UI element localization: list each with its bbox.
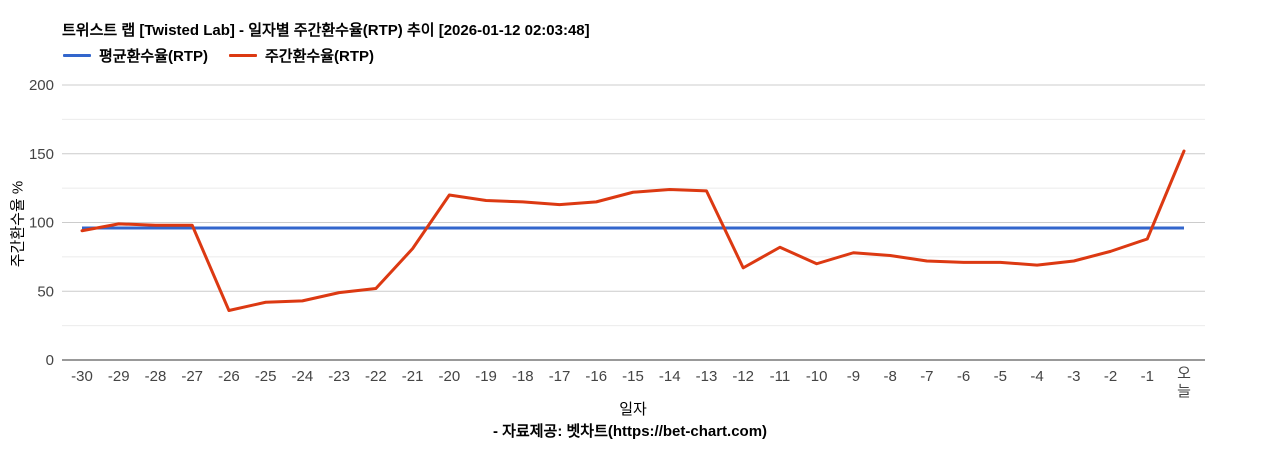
x-tick-label: -19 [475,368,497,385]
y-tick-label: 150 [29,146,54,163]
x-tick-label-today: 늘 [1177,383,1191,400]
x-tick-label: -3 [1067,368,1080,385]
y-tick-label: 200 [29,77,54,94]
legend-label-average: 평균환수율(RTP) [99,48,208,65]
x-tick-label: -15 [622,368,644,385]
y-tick-label: 50 [37,283,54,300]
x-tick-label: -22 [365,368,387,385]
data-source-credit: - 자료제공: 벳차트(https://bet-chart.com) [492,423,768,440]
x-tick-label: -13 [696,368,718,385]
x-tick-label: -28 [145,368,167,385]
legend-item-weekly: 주간환수율(RTP) [229,45,374,66]
legend-label-weekly: 주간환수율(RTP) [265,48,374,65]
page-title: 트위스트 랩 [Twisted Lab] - 일자별 주간환수율(RTP) 추이… [62,22,590,39]
x-tick-label: -4 [1030,368,1043,385]
x-tick-label: -12 [732,368,754,385]
x-tick-label: -2 [1104,368,1117,385]
y-tick-label: 0 [46,352,54,369]
weekly-rtp-line[interactable] [80,149,1186,312]
x-tick-label: -1 [1141,368,1154,385]
x-tick-label: -27 [181,368,203,385]
x-tick-label: -25 [255,368,277,385]
x-tick-label: -26 [218,368,240,385]
x-tick-label-today: 오 [1177,365,1191,382]
x-tick-label: -11 [770,368,791,385]
x-tick-label: -10 [806,368,828,385]
x-tick-label: -21 [402,368,424,385]
y-tick-label: 100 [29,215,54,232]
x-tick-label: -30 [71,368,93,385]
legend-item-average: 평균환수율(RTP) [63,45,208,66]
x-tick-label: -16 [585,368,607,385]
weekly-line-swatch [229,54,257,57]
chart-legend: 평균환수율(RTP) 주간환수율(RTP) [63,45,374,66]
x-tick-label: -23 [328,368,350,385]
x-tick-label: -7 [920,368,933,385]
x-tick-label: -24 [292,368,314,385]
x-tick-label: -14 [659,368,681,385]
x-tick-label: -6 [957,368,970,385]
x-tick-label: -9 [847,368,860,385]
average-line-swatch [63,54,91,57]
x-tick-label: -20 [438,368,460,385]
x-tick-label: -17 [549,368,571,385]
x-tick-label: -18 [512,368,534,385]
x-tick-label: -5 [994,368,1007,385]
x-tick-label: -29 [108,368,130,385]
x-tick-label: -8 [883,368,896,385]
x-axis-title: 일자 [619,401,647,418]
